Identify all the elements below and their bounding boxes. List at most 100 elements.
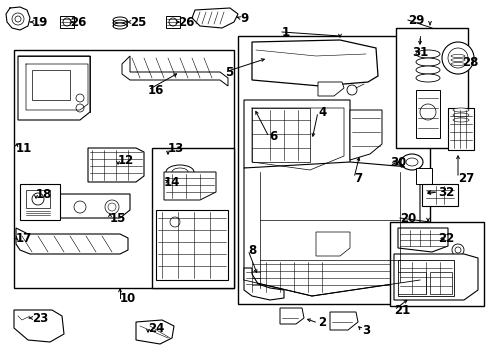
Text: 6: 6 [268, 130, 277, 144]
Ellipse shape [405, 158, 417, 166]
Circle shape [76, 94, 84, 102]
Circle shape [170, 217, 180, 227]
Ellipse shape [450, 58, 464, 62]
Text: 17: 17 [16, 231, 32, 244]
Bar [415, 90, 439, 138]
Text: 10: 10 [120, 292, 136, 305]
Text: 16: 16 [148, 84, 164, 96]
Circle shape [454, 247, 460, 253]
Text: 12: 12 [118, 153, 134, 166]
Text: 18: 18 [36, 188, 52, 201]
Text: 30: 30 [389, 156, 406, 168]
Polygon shape [14, 310, 64, 342]
Text: 5: 5 [224, 66, 233, 78]
Bar [251, 108, 309, 162]
Polygon shape [163, 172, 216, 200]
Text: 8: 8 [247, 243, 256, 256]
Ellipse shape [172, 168, 187, 176]
Text: 25: 25 [130, 15, 146, 28]
Polygon shape [18, 56, 90, 120]
Text: 21: 21 [393, 303, 409, 316]
Ellipse shape [415, 58, 439, 66]
Bar [32, 70, 70, 100]
Circle shape [447, 48, 467, 68]
Text: 1: 1 [282, 26, 289, 39]
Text: 29: 29 [407, 13, 424, 27]
Text: 23: 23 [32, 311, 48, 324]
Circle shape [63, 18, 71, 26]
Polygon shape [244, 268, 284, 300]
Polygon shape [244, 162, 419, 296]
Text: 32: 32 [437, 185, 453, 198]
Text: 20: 20 [399, 211, 415, 225]
Circle shape [32, 193, 44, 205]
Circle shape [108, 203, 116, 211]
Polygon shape [280, 308, 304, 324]
Polygon shape [393, 254, 477, 300]
Circle shape [451, 244, 463, 256]
Text: 19: 19 [32, 15, 48, 28]
Circle shape [76, 104, 84, 112]
Polygon shape [329, 312, 357, 330]
Polygon shape [156, 210, 227, 280]
Text: 28: 28 [461, 55, 477, 68]
Ellipse shape [452, 113, 468, 117]
Circle shape [74, 201, 86, 213]
Bar [152, 148, 234, 288]
Ellipse shape [113, 23, 127, 29]
Bar [20, 184, 60, 220]
Text: 24: 24 [148, 321, 164, 334]
Circle shape [169, 18, 177, 26]
Circle shape [12, 13, 24, 25]
Bar [421, 184, 457, 206]
Text: 13: 13 [168, 141, 184, 154]
Bar [415, 168, 431, 184]
Bar [389, 222, 483, 306]
Polygon shape [397, 228, 447, 252]
Polygon shape [317, 82, 343, 96]
Circle shape [419, 104, 435, 120]
Polygon shape [136, 320, 174, 344]
Bar [14, 50, 234, 288]
Ellipse shape [452, 108, 468, 112]
Polygon shape [16, 228, 128, 254]
Text: 26: 26 [70, 15, 86, 28]
Polygon shape [88, 148, 143, 182]
Bar [26, 190, 50, 208]
Bar [397, 272, 425, 294]
Text: 27: 27 [457, 171, 473, 184]
Circle shape [441, 42, 473, 74]
Polygon shape [122, 56, 227, 86]
Ellipse shape [165, 165, 194, 179]
Text: 22: 22 [437, 231, 453, 244]
Ellipse shape [113, 17, 127, 23]
Polygon shape [192, 8, 238, 28]
Text: 15: 15 [110, 211, 126, 225]
Polygon shape [60, 194, 130, 218]
Ellipse shape [415, 74, 439, 82]
Text: 4: 4 [317, 105, 325, 118]
Bar [429, 272, 451, 294]
Bar [447, 108, 473, 150]
Ellipse shape [415, 66, 439, 74]
Text: 7: 7 [353, 171, 362, 184]
Bar [238, 36, 429, 304]
Polygon shape [315, 232, 349, 256]
Polygon shape [349, 110, 381, 160]
Ellipse shape [450, 63, 464, 66]
Text: 31: 31 [411, 45, 427, 58]
Ellipse shape [415, 50, 439, 58]
Text: 2: 2 [317, 316, 325, 329]
Bar [165, 16, 180, 28]
Bar [397, 260, 453, 296]
Bar [395, 28, 467, 148]
Circle shape [15, 16, 21, 22]
Text: 3: 3 [361, 324, 369, 337]
Polygon shape [244, 100, 349, 176]
Bar [60, 16, 74, 28]
Circle shape [105, 200, 119, 214]
Text: 14: 14 [163, 175, 180, 189]
Circle shape [346, 85, 356, 95]
Ellipse shape [452, 118, 468, 122]
Text: 9: 9 [240, 12, 248, 24]
